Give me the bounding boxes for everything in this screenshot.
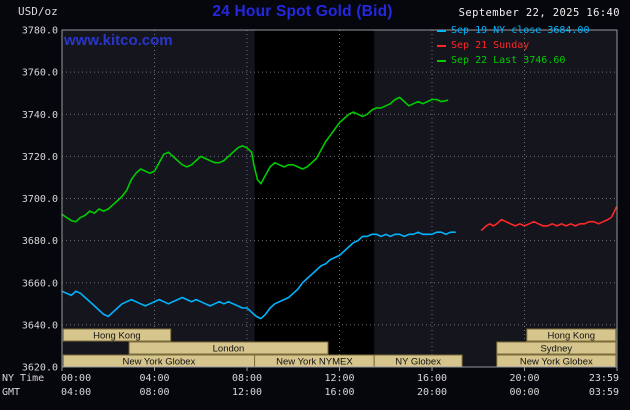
legend-item-sep19: Sep 19 NY close 3684.00 [437, 23, 589, 38]
x-tick-label-ny: 16:00 [417, 373, 447, 384]
x-tick-label-ny: 23:59 [589, 373, 619, 384]
session-bar [526, 328, 617, 342]
y-tick-label: 3640.0 [22, 320, 58, 331]
x-tick-label-gmt: 00:00 [509, 387, 539, 398]
kitco-watermark-link[interactable]: www.kitco.com [64, 32, 173, 49]
session-bar-label: New York Globex [122, 357, 195, 368]
x-tick-label-gmt: 12:00 [232, 387, 262, 398]
y-tick-label: 3660.0 [22, 278, 58, 289]
y-tick-label: 3740.0 [22, 110, 58, 121]
x-axis-row-label-ny-time: NY Time [2, 373, 44, 384]
x-tick-label-ny: 20:00 [509, 373, 539, 384]
session-bar [128, 341, 329, 355]
y-tick-label: 3720.0 [22, 152, 58, 163]
session-bar-label: London [213, 344, 245, 355]
session-bar [496, 341, 617, 355]
x-tick-label-ny: 12:00 [324, 373, 354, 384]
session-bar [62, 328, 172, 342]
legend-label: Sep 19 NY close 3684.00 [451, 25, 590, 36]
price-line [480, 206, 618, 231]
legend: Sep 19 NY close 3684.00 Sep 21 Sunday Se… [437, 23, 589, 68]
x-tick-label-gmt: 03:59 [589, 387, 619, 398]
legend-dash-icon [437, 29, 446, 32]
x-tick-label-ny: 08:00 [232, 373, 262, 384]
x-tick-label-gmt: 08:00 [139, 387, 169, 398]
legend-item-sep21: Sep 21 Sunday [437, 38, 589, 53]
x-tick-label-gmt: 04:00 [61, 387, 91, 398]
legend-item-sep22: Sep 22 Last 3746.60 [437, 53, 589, 68]
datetime-label: September 22, 2025 16:40 [458, 7, 620, 19]
legend-dash-icon [437, 44, 446, 47]
y-axis-unit-label: USD/oz [18, 5, 58, 18]
price-line [61, 231, 456, 320]
session-bar-label: Sydney [540, 344, 572, 355]
legend-label: Sep 22 Last 3746.60 [451, 55, 566, 66]
session-bar-label: New York NYMEX [276, 357, 353, 368]
y-tick-label: 3760.0 [22, 68, 58, 79]
session-bar-label: NY Globex [395, 357, 441, 368]
y-tick-label: 3680.0 [22, 236, 58, 247]
y-tick-label: 3700.0 [22, 194, 58, 205]
x-tick-label-ny: 00:00 [61, 373, 91, 384]
x-axis-row-label-gmt: GMT [2, 387, 20, 398]
x-tick-label-ny: 04:00 [139, 373, 169, 384]
session-bar-label: Hong Kong [93, 331, 141, 342]
price-line [61, 96, 449, 223]
session-bar-label: Hong Kong [548, 331, 596, 342]
legend-label: Sep 21 Sunday [451, 40, 530, 51]
y-tick-label: 3620.0 [22, 363, 58, 374]
x-tick-label-gmt: 20:00 [417, 387, 447, 398]
x-tick-label-gmt: 16:00 [324, 387, 354, 398]
chart-title: 24 Hour Spot Gold (Bid) [212, 3, 393, 20]
y-tick-label: 3780.0 [22, 26, 58, 37]
session-bar-label: New York Globex [520, 357, 593, 368]
legend-dash-icon [437, 59, 446, 62]
